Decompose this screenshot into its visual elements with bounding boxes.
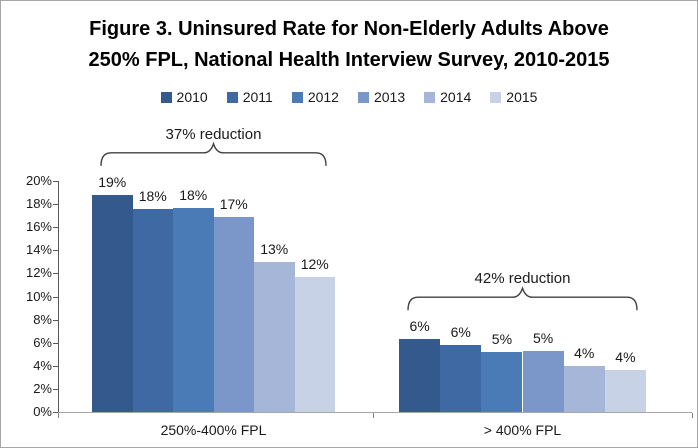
legend: 2010 2011 2012 2013 2014 2015 (1, 89, 697, 105)
chart-title-line-2: 250% FPL, National Health Interview Surv… (88, 49, 610, 71)
y-axis-line (58, 181, 59, 412)
legend-label: 2014 (440, 89, 472, 105)
y-tick-label: 6% (33, 334, 52, 350)
y-tick-mark (53, 319, 58, 321)
bar-value-label: 5% (532, 329, 554, 346)
y-tick-label: 0% (33, 404, 52, 419)
chart-title: Figure 3. Uninsured Rate for Non-Elderly… (1, 14, 697, 76)
legend-swatch-icon (291, 91, 303, 103)
bar-2012-group2 (481, 351, 523, 412)
y-tick-mark (53, 365, 58, 367)
legend-label: 2013 (373, 89, 406, 105)
x-tick-mark (373, 413, 374, 418)
y-tick-label: 10% (25, 288, 52, 304)
y-tick-label: 20% (25, 173, 52, 188)
legend-label: 2012 (307, 89, 339, 105)
legend-item-2010: 2010 (160, 89, 208, 105)
bar-2015-group2 (604, 370, 646, 412)
bar-value-label: 18% (179, 186, 208, 203)
legend-swatch-icon (424, 91, 436, 103)
bar-2014-group1 (254, 261, 295, 412)
bar-value-label: 13% (260, 240, 289, 257)
bar-2013-group2 (522, 350, 564, 412)
legend-swatch-icon (490, 91, 502, 103)
reduction-annotation: 37% reduction (165, 125, 262, 143)
y-tick-mark (53, 250, 58, 252)
chart-title-line-1: Figure 3. Uninsured Rate for Non-Elderly… (89, 18, 609, 40)
y-tick-mark (53, 204, 58, 206)
bar-value-label: 19% (98, 173, 127, 190)
legend-label: 2010 (176, 89, 208, 105)
y-tick-label: 18% (25, 196, 52, 212)
y-tick-label: 8% (33, 311, 52, 327)
bar-2010-group2 (399, 339, 441, 412)
y-tick-label: 12% (25, 265, 52, 281)
legend-item-2013: 2013 (357, 89, 406, 105)
legend-item-2012: 2012 (291, 89, 339, 105)
bar-2012-group1 (173, 207, 214, 412)
bar-2015-group1 (294, 276, 335, 412)
bar-value-label: 12% (300, 255, 329, 272)
legend-swatch-icon (160, 91, 172, 103)
legend-label: 2011 (242, 89, 273, 105)
y-tick-label: 16% (25, 219, 52, 235)
y-tick-mark (53, 227, 58, 229)
x-axis-line (58, 412, 692, 413)
reduction-annotation: 42% reduction (474, 270, 571, 288)
y-tick-mark (53, 181, 58, 182)
bar-value-label: 4% (615, 349, 636, 366)
legend-label: 2015 (506, 89, 538, 105)
bar-value-label: 17% (219, 195, 248, 212)
y-tick-mark (53, 296, 58, 298)
y-tick-mark (53, 412, 58, 413)
legend-item-2011: 2011 (226, 89, 273, 105)
legend-item-2014: 2014 (424, 89, 471, 105)
y-tick-label: 4% (33, 357, 52, 373)
legend-swatch-icon (226, 91, 238, 103)
y-tick-mark (53, 342, 58, 344)
y-tick-label: 14% (25, 242, 52, 258)
bar-2010-group1 (92, 194, 133, 412)
reduction-brace (100, 141, 327, 166)
bar-value-label: 5% (491, 330, 513, 347)
y-tick-label: 2% (33, 380, 52, 396)
bar-2011-group1 (132, 208, 173, 412)
y-tick-mark (53, 273, 58, 275)
x-tick-mark (58, 413, 59, 418)
category-label: > 400% FPL (483, 422, 562, 438)
legend-item-2015: 2015 (490, 89, 537, 105)
legend-swatch-icon (357, 91, 369, 103)
bar-2011-group2 (440, 345, 482, 412)
category-label: 250%-400% FPL (160, 422, 267, 438)
bar-value-label: 4% (574, 344, 595, 361)
x-tick-mark (692, 413, 693, 418)
bar-value-label: 6% (409, 318, 430, 335)
y-tick-mark (53, 388, 58, 390)
bar-value-label: 18% (138, 187, 167, 204)
reduction-brace (407, 286, 638, 311)
bar-value-label: 6% (450, 324, 471, 340)
bar-2013-group1 (213, 216, 254, 412)
bar-2014-group2 (563, 365, 605, 412)
